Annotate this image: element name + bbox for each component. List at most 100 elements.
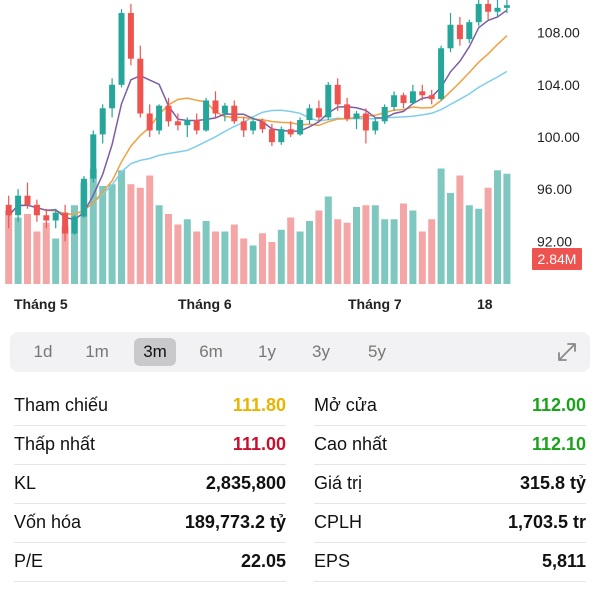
volume-bar [42,222,50,284]
candle-body [137,58,144,114]
expand-icon[interactable] [556,341,578,363]
x-tick-label: Tháng 6 [178,296,232,312]
candle-body [353,113,360,119]
stat-row: Cao nhất 112.10 [314,425,586,465]
stat-row: Mở cửa 112.00 [314,386,586,426]
candle-body [240,121,247,131]
y-tick-label: 100.00 [537,129,580,145]
stat-label: CPLH [314,512,363,532]
stat-value: 112.10 [531,434,586,454]
stat-label: Vốn hóa [14,512,82,532]
candle-body [127,13,134,59]
volume-bar [306,221,313,284]
candle-body [52,212,59,221]
volume-bar [334,219,342,284]
range-tab-3y[interactable]: 3y [312,342,330,361]
stat-row: P/E 22.05 [14,542,286,582]
range-tab-5y[interactable]: 5y [368,342,386,361]
candle-body [203,100,210,131]
candle-body [409,91,416,104]
candle-body [447,24,454,49]
volume-bar [230,224,238,284]
volume-bar [287,217,295,284]
volume-bar [381,219,389,284]
candle-body [372,121,379,131]
stat-label: Giá trị [314,473,363,493]
candle-body [118,13,125,85]
volume-bar [465,205,473,284]
stat-value: 189,773.2 tỷ [184,512,286,532]
price-chart[interactable]: 108.00 104.00 100.00 96.00 92.00 2.84M Tháng 5… [0,0,600,320]
candle-body [400,95,407,104]
candle-body [90,134,97,179]
volume-bar [52,238,60,284]
x-tick-label: 18 [477,296,493,312]
ma-line-purple [8,9,508,221]
stat-label: Thấp nhất [14,434,96,454]
volume-bar [71,205,78,284]
volume-bar [362,205,370,284]
volume-bar [99,186,107,284]
volume-bar [61,226,69,284]
volume-bar [503,173,511,284]
volume-bar [136,187,144,284]
candle-body [494,7,501,12]
range-tab-6m[interactable]: 6m [199,342,223,361]
candle-body [381,106,388,122]
volume-bar [127,184,135,284]
volume-bar [89,168,97,284]
range-tab-1d[interactable]: 1d [33,342,53,361]
volume-bar [437,168,445,284]
candle-body [109,84,116,109]
candle-body [184,120,191,126]
candle-body [466,22,473,40]
volume-bar [146,175,154,284]
volume-bar [371,205,379,284]
stat-label: Cao nhất [314,434,388,454]
volume-bar [221,231,229,284]
candle-body [287,129,294,135]
stat-row: CPLH 1,703.5 tr [314,503,586,543]
volume-bar [80,182,88,284]
volume-bar [277,229,285,284]
volume-bar [428,219,436,284]
candle-body [428,95,435,100]
range-tab-1y[interactable]: 1y [258,342,276,361]
candle-body [259,121,266,130]
volume-bar [212,231,219,284]
stat-row: Giá trị 315.8 tỷ [314,464,586,504]
volume-bar [418,231,426,284]
stat-row: EPS 5,811 [314,542,586,582]
x-tick-label: Tháng 5 [14,296,68,312]
stat-value: 2,835,800 [205,473,286,493]
stat-value: 315.8 tỷ [519,473,586,493]
volume-bar [268,242,276,284]
stat-label: P/E [14,551,44,571]
stat-row: KL 2,835,800 [14,464,286,504]
volume-bar [174,224,182,284]
volume-bar [343,222,351,284]
candle-body [15,195,22,216]
volume-bar [202,221,210,284]
volume-bar [165,214,172,284]
volume-bar [475,208,483,284]
y-tick-label: 108.00 [537,25,580,41]
stat-label: Mở cửa [314,395,377,415]
range-tab-1m[interactable]: 1m [85,342,109,361]
range-selector: 1d 1m 3m 6m 1y 3y 5y [10,332,590,372]
candle-body [438,48,445,100]
candle-body [62,212,69,234]
candle-body [99,108,106,135]
volume-bar [33,231,41,284]
candle-body [419,91,426,96]
y-tick-label: 96.00 [537,181,572,197]
candle-body [456,24,463,40]
candle-body [146,113,153,131]
volume-bar [447,193,454,284]
volume-bar [494,170,501,284]
volume-bar [353,207,360,284]
stat-row: Tham chiếu 111.80 [14,386,286,426]
stat-label: KL [14,473,37,493]
x-tick-label: Tháng 7 [348,296,402,312]
range-tab-3m[interactable]: 3m [134,338,176,366]
